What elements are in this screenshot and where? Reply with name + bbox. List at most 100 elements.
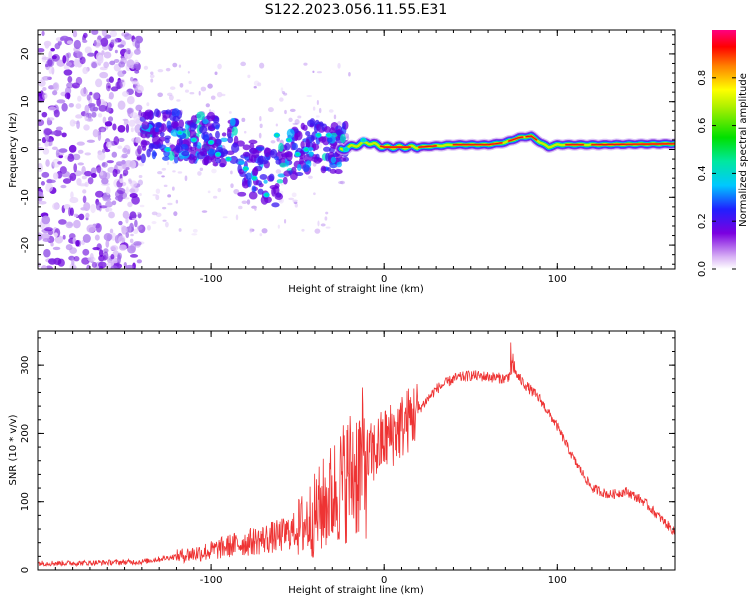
spectrogram-signal-blob xyxy=(203,156,209,166)
spectrogram-signal-blob xyxy=(268,173,275,182)
spectrogram-signal-blob xyxy=(341,121,346,130)
spectrogram-noise-blob xyxy=(83,124,90,131)
spectrogram-signal-blob xyxy=(238,160,245,165)
spectrogram-noise-blob xyxy=(90,173,97,178)
spectrogram-noise-blob xyxy=(167,202,173,206)
spectrogram-noise-blob xyxy=(289,108,296,112)
spectrogram-ytick-label: -10 xyxy=(20,189,31,205)
spectrogram-noise-blob xyxy=(197,171,202,176)
spectrogram-noise-blob xyxy=(84,46,92,54)
spectrogram-noise-blob xyxy=(129,226,132,232)
spectrogram-signal-blob xyxy=(215,130,220,139)
spectrogram-noise-blob xyxy=(38,142,41,147)
spectrogram-noise-blob xyxy=(133,63,140,69)
spectrogram-noise-blob xyxy=(201,210,208,213)
spectrogram-noise-blob xyxy=(117,79,125,83)
colorbar-tick-label: 0.2 xyxy=(697,213,708,229)
spectrogram-noise-blob xyxy=(135,84,144,94)
spectrogram-noise-blob xyxy=(67,154,75,162)
spectrogram-noise-blob xyxy=(258,132,262,139)
spectrogram-noise-blob xyxy=(167,92,173,97)
spectrogram-noise-blob xyxy=(48,117,55,121)
spectrogram-noise-blob xyxy=(151,220,157,225)
spectrogram-noise-blob xyxy=(325,226,331,229)
spectrogram-ridge-peak xyxy=(508,136,524,142)
spectrogram-hotspot-core xyxy=(295,152,300,156)
spectrogram-signal-blob xyxy=(162,114,167,122)
spectrogram-noise-blob xyxy=(157,69,164,73)
spectrogram-noise-blob xyxy=(241,117,246,123)
spectrogram-signal-blob xyxy=(158,136,166,142)
spectrogram-noise-blob xyxy=(64,92,71,99)
spectrogram-signal-blob xyxy=(259,155,264,165)
spectrogram-noise-blob xyxy=(109,60,116,66)
spectrogram-noise-blob xyxy=(52,158,61,168)
spectrogram-noise-blob xyxy=(50,47,55,52)
spectrogram-noise-blob xyxy=(43,128,53,136)
spectrogram-noise-blob xyxy=(235,214,239,221)
spectrogram-noise-blob xyxy=(84,170,92,177)
spectrogram-noise-blob xyxy=(337,62,341,69)
spectrogram-signal-blob xyxy=(249,143,255,149)
spectrogram-noise-blob xyxy=(62,178,72,184)
spectrogram-noise-blob xyxy=(147,224,151,231)
spectrogram-noise-blob xyxy=(48,50,53,60)
spectrogram-noise-blob xyxy=(276,136,280,142)
spectrogram-noise-blob xyxy=(176,99,181,102)
spectrogram-noise-blob xyxy=(43,40,52,47)
snr-xtick-label: -100 xyxy=(200,575,223,586)
spectrogram-signal-blob xyxy=(227,136,234,144)
spectrogram-signal-blob xyxy=(275,158,282,165)
spectrogram-noise-blob xyxy=(123,118,129,125)
spectrogram-noise-blob xyxy=(45,182,54,193)
spectrogram-signal-blob xyxy=(172,115,180,122)
spectrogram-noise-blob xyxy=(187,70,190,74)
spectrogram-noise-blob xyxy=(95,223,102,233)
spectrogram-noise-blob xyxy=(254,206,257,211)
spectrogram-noise-blob xyxy=(292,122,299,125)
spectrogram-noise-blob xyxy=(336,166,339,170)
spectrogram-noise-blob xyxy=(105,201,113,208)
spectrogram-noise-blob xyxy=(100,37,109,47)
spectrogram-noise-blob xyxy=(294,203,298,208)
spectrogram-noise-blob xyxy=(41,215,51,225)
spectrogram-signal-blob xyxy=(271,186,276,197)
spectrogram-signal-blob xyxy=(171,108,180,118)
spectrogram-noise-blob xyxy=(81,175,87,180)
spectrogram-noise-blob xyxy=(86,139,95,143)
spectrogram-noise-blob xyxy=(111,200,117,206)
spectrogram-noise-blob xyxy=(128,119,136,127)
spectrogram-noise-blob xyxy=(99,205,108,209)
spectrogram-noise-blob xyxy=(325,211,329,215)
spectrogram-noise-blob xyxy=(67,75,73,83)
spectrogram-noise-blob xyxy=(77,162,84,166)
spectrogram-noise-blob xyxy=(320,223,326,227)
spectrogram-noise-blob xyxy=(82,39,88,44)
spectrogram-noise-blob xyxy=(105,207,110,213)
spectrogram-noise-blob xyxy=(60,35,70,41)
spectrogram-noise-blob xyxy=(114,49,118,54)
spectrogram-noise-blob xyxy=(131,195,140,205)
spectrogram-noise-blob xyxy=(303,62,308,66)
spectrogram-noise-blob xyxy=(307,175,313,179)
spectrogram-noise-blob xyxy=(89,253,94,261)
spectrogram-ytick-label: -20 xyxy=(20,237,31,253)
spectrogram-hotspot-core xyxy=(264,193,269,197)
spectrogram-signal-blob xyxy=(334,169,343,175)
spectrogram-noise-blob xyxy=(328,109,334,113)
spectrogram-noise-blob xyxy=(134,219,138,228)
spectrogram-noise-blob xyxy=(108,116,114,123)
spectrogram-noise-blob xyxy=(125,231,130,239)
snr-panel: -100 0 100 0 100 200 300 Height of straight li… xyxy=(8,330,676,596)
spectrogram-noise-blob xyxy=(103,248,109,253)
spectrogram-noise-blob xyxy=(108,211,115,219)
spectrogram-noise-blob xyxy=(277,224,280,229)
spectrogram-signal-blob xyxy=(252,148,260,159)
spectrogram-noise-blob xyxy=(119,178,124,184)
spectrogram-noise-blob xyxy=(125,217,129,224)
spectrogram-noise-blob xyxy=(107,102,112,108)
spectrogram-noise-blob xyxy=(137,145,142,155)
spectrogram-signal-blob xyxy=(215,157,221,164)
